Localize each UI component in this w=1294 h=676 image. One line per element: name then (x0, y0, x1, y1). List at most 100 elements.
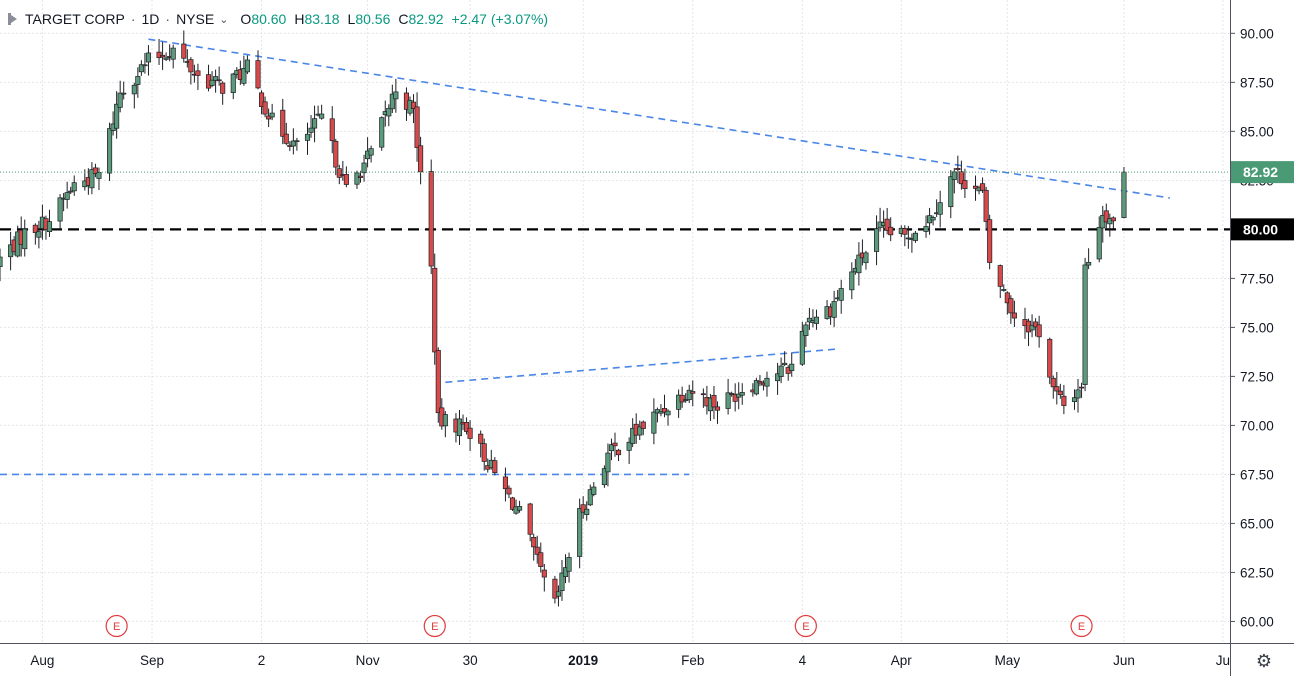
candle-up (22, 228, 28, 250)
chevron-down-icon[interactable]: ⌄ (219, 13, 229, 26)
candle-down (481, 443, 487, 462)
candle-down (1036, 324, 1042, 338)
y-tick-label: 60.00 (1240, 614, 1274, 629)
high-label: H (294, 11, 305, 27)
candle-down (464, 422, 470, 432)
candle-down (1033, 321, 1039, 328)
candle-down (580, 504, 586, 513)
earnings-marker[interactable] (794, 614, 817, 638)
candle-up (626, 441, 632, 451)
candle-up (831, 301, 837, 318)
candle-up (89, 169, 95, 189)
candle-up (937, 202, 943, 215)
candle-up (753, 380, 759, 395)
candle-up (630, 427, 636, 444)
candle-down (972, 185, 979, 189)
candle-up (849, 271, 855, 291)
candle-up (863, 252, 869, 264)
candle-up (386, 107, 392, 117)
candle-up (686, 389, 692, 401)
candle-up (114, 103, 120, 129)
interval[interactable]: 1D (141, 11, 160, 27)
close-label: C (398, 11, 409, 27)
candle-up (269, 112, 275, 118)
candle-down (333, 140, 339, 168)
candle-up (368, 148, 374, 156)
candle-up (665, 410, 671, 416)
flag-icon (8, 12, 19, 26)
candle-up (803, 324, 809, 336)
candle-up (312, 118, 318, 129)
candle-up (1075, 389, 1081, 399)
symbol-name[interactable]: TARGET CORP (25, 11, 125, 27)
candle-down (612, 442, 618, 447)
trend-line-1[interactable] (148, 38, 1171, 199)
candle-up (923, 226, 929, 232)
trend-lines[interactable] (148, 38, 1171, 384)
candle-up (775, 373, 781, 382)
candle-up (290, 140, 296, 147)
gear-icon[interactable]: ⚙ (1255, 651, 1273, 671)
candle-down (732, 394, 738, 402)
candle-up (948, 176, 954, 208)
candle-down (700, 393, 706, 396)
candle-down (1054, 386, 1060, 392)
candle-up (601, 468, 607, 486)
candle-up (107, 128, 113, 174)
y-tick-label: 72.50 (1240, 369, 1274, 384)
x-tick-label: Jun (1113, 653, 1135, 668)
earnings-marker-label: E (802, 621, 809, 633)
candle-down (255, 60, 261, 89)
open-value: 80.60 (251, 11, 287, 27)
candle-up (562, 567, 569, 577)
y-tick-label: 90.00 (1240, 26, 1274, 41)
y-tick-label: 67.50 (1240, 467, 1274, 482)
level-lines (0, 228, 1230, 476)
candle-down (679, 394, 685, 403)
candle-down (509, 497, 516, 510)
candle-down (711, 395, 717, 408)
candle-down (531, 536, 537, 548)
candle-down (1008, 298, 1014, 314)
candle-up (71, 182, 77, 192)
candle-up (637, 426, 643, 436)
trend-line-2[interactable] (445, 348, 838, 384)
candle-down (527, 503, 533, 535)
earnings-marker[interactable] (105, 614, 128, 638)
candle-down (32, 224, 38, 233)
candle-up (46, 221, 53, 233)
candle-down (478, 433, 484, 444)
earnings-marker[interactable] (423, 614, 446, 638)
candle-up (145, 52, 151, 63)
candle-up (1071, 397, 1078, 402)
earnings-marker-label: E (113, 621, 120, 633)
candle-up (517, 506, 523, 511)
candle-up (838, 288, 844, 301)
x-tick-label: Nov (356, 653, 380, 668)
candle-up (209, 79, 215, 86)
candle-up (555, 591, 561, 597)
candle-down (1050, 377, 1056, 388)
candle-up (874, 228, 880, 252)
candle-up (121, 92, 127, 95)
candle-up (559, 572, 565, 592)
candle-down (428, 171, 434, 267)
candle-down (181, 43, 187, 59)
last-price-badge (1231, 161, 1294, 184)
candle-up (96, 172, 102, 179)
candle-down (156, 51, 162, 59)
candle-up (244, 59, 250, 73)
candle-down (266, 115, 272, 120)
earnings-marker[interactable] (1070, 614, 1093, 638)
candle-up (912, 232, 918, 241)
candle-down (538, 552, 544, 567)
candle-up (1086, 261, 1092, 266)
x-tick-label: 2019 (568, 653, 598, 668)
candle-down (1061, 395, 1067, 406)
candle-up (0, 256, 3, 267)
level-badge-label: 80.00 (1243, 221, 1278, 237)
candles (0, 30, 1127, 607)
